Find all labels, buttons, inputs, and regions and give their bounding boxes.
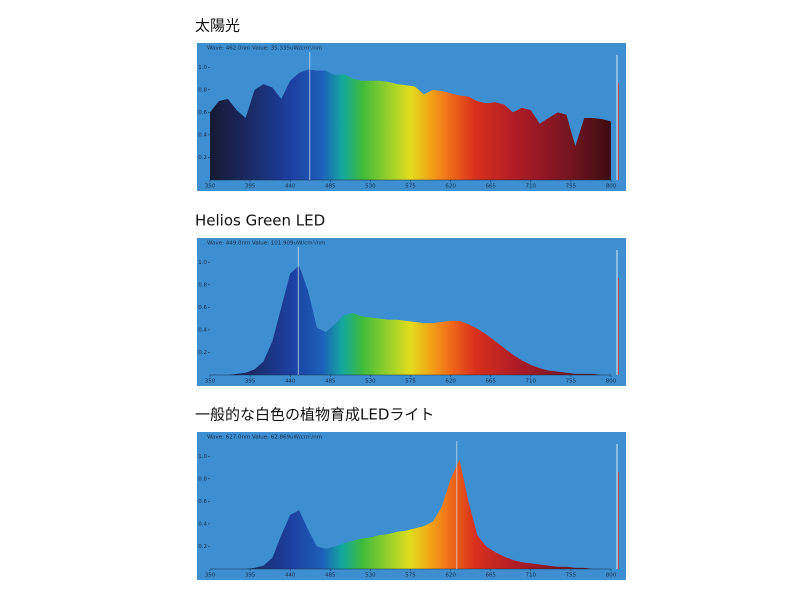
y-tick-label: 1.0 [198, 65, 207, 71]
x-tick-label: 485 [325, 573, 336, 579]
y-tick-label: 0.2 [198, 155, 207, 161]
y-tick-label: 0.8 [198, 282, 207, 288]
x-tick-label: 710 [526, 379, 537, 385]
y-tick-label: 1.0 [198, 454, 207, 460]
x-tick-label: 530 [365, 379, 376, 385]
x-tick-label: 755 [566, 184, 577, 190]
y-tick-label: 0.8 [198, 476, 207, 482]
x-tick-label: 800 [606, 379, 617, 385]
cursor-info: Wave: 449.0nm Value: 101.909uW/cm²/nm [207, 240, 326, 247]
x-tick-label: 755 [566, 379, 577, 385]
chart-title: 太陽光 [195, 17, 240, 35]
y-tick-label: 0.4 [198, 521, 207, 527]
x-tick-label: 395 [245, 379, 256, 385]
x-tick-label: 530 [365, 573, 376, 579]
x-tick-label: 485 [325, 379, 336, 385]
x-tick-label: 530 [365, 184, 376, 190]
y-tick-label: 0.6 [198, 499, 207, 505]
x-tick-label: 755 [566, 573, 577, 579]
spectrum-area [210, 69, 611, 180]
x-tick-label: 800 [606, 184, 617, 190]
chart-title: 一般的な白色の植物育成LEDライト [195, 406, 434, 424]
chart-title: Helios Green LED [195, 212, 325, 230]
x-tick-label: 710 [526, 184, 537, 190]
x-tick-label: 575 [405, 573, 416, 579]
x-tick-label: 395 [245, 573, 256, 579]
x-tick-label: 620 [445, 379, 456, 385]
spectrum-area [210, 265, 611, 375]
cursor-info: Wave: 462.0nm Value: 35.335uW/cm²/nm [207, 45, 322, 52]
x-tick-label: 440 [285, 184, 296, 190]
x-tick-label: 620 [445, 573, 456, 579]
x-tick-label: 620 [445, 184, 456, 190]
y-tick-label: 0.4 [198, 132, 207, 138]
y-tick-label: 0.2 [198, 544, 207, 550]
x-tick-label: 350 [205, 379, 216, 385]
x-tick-label: 440 [285, 573, 296, 579]
x-tick-label: 350 [205, 184, 216, 190]
y-tick-label: 0.2 [198, 350, 207, 356]
spectrum-area [210, 459, 611, 569]
y-tick-label: 0.6 [198, 110, 207, 116]
cursor-info: Wave: 627.0nm Value: 62.869uW/cm²/nm [207, 434, 322, 441]
x-tick-label: 575 [405, 184, 416, 190]
y-tick-label: 0.4 [198, 327, 207, 333]
y-tick-label: 1.0 [198, 260, 207, 266]
x-tick-label: 395 [245, 184, 256, 190]
x-tick-label: 665 [485, 573, 496, 579]
x-tick-label: 665 [485, 379, 496, 385]
x-tick-label: 710 [526, 573, 537, 579]
x-tick-label: 440 [285, 379, 296, 385]
x-tick-label: 665 [485, 184, 496, 190]
x-tick-label: 575 [405, 379, 416, 385]
x-tick-label: 485 [325, 184, 336, 190]
x-tick-label: 800 [606, 573, 617, 579]
y-tick-label: 0.6 [198, 305, 207, 311]
x-tick-label: 350 [205, 573, 216, 579]
y-tick-label: 0.8 [198, 87, 207, 93]
